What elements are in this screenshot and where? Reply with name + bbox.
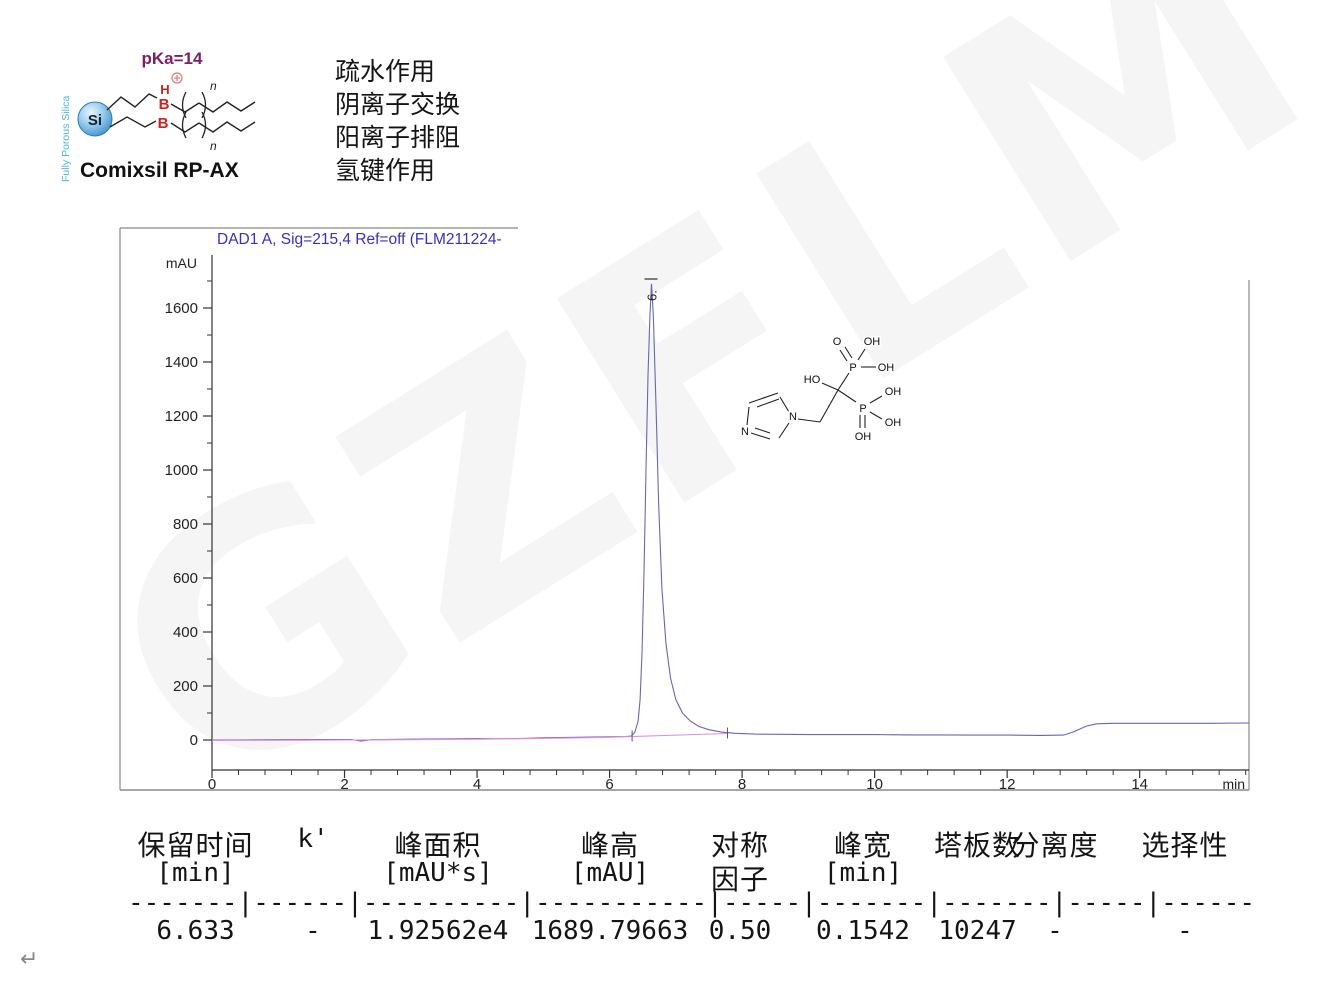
x-tick-label: 2 — [340, 776, 348, 793]
atom-HO: HO — [804, 374, 821, 386]
col-resolution: 分离度 — [1011, 830, 1099, 861]
unit-factor: 因子 — [710, 864, 769, 895]
y-tick-label: 600 — [173, 570, 198, 587]
unit-min: [min] — [156, 858, 235, 888]
atom-OH-top: OH — [864, 336, 881, 348]
col-symmetry: 对称 — [710, 830, 769, 861]
value-peak-width: 0.1542 — [816, 916, 910, 946]
return-mark-icon: ↵ — [20, 946, 39, 971]
signal-trace — [211, 283, 1250, 742]
h-atom-label: H — [160, 82, 169, 97]
interaction-list: 疏水作用 阴离子交换 阳离子排阻 氢键作用 — [335, 56, 460, 188]
analyte-structure: O OH OH HO P OH P OH OH N N — [740, 335, 903, 445]
value-k-prime: - — [305, 916, 321, 946]
col-plates: 塔板数 — [933, 830, 1021, 861]
x-tick-label: 12 — [999, 776, 1016, 793]
value-plates: 10247 — [938, 916, 1017, 946]
x-axis-unit: min — [1222, 776, 1245, 792]
col-k-prime: k' — [297, 824, 329, 854]
silica-sphere-icon: Si — [77, 101, 113, 137]
molecule-bonds — [746, 346, 883, 440]
unit-mau: [mAU] — [570, 858, 650, 888]
atom-O-top: O — [833, 336, 842, 348]
plus-charge-icon — [171, 72, 183, 84]
coating-label: Fully Porous Silica — [60, 95, 72, 182]
pka-label: pKa=14 — [142, 49, 203, 68]
repeat-brackets — [181, 91, 207, 139]
peak-retention-label: 6. — [645, 290, 660, 301]
n-lower-label: n — [210, 139, 217, 153]
x-tick-label: 4 — [473, 776, 481, 793]
y-tick-label: 200 — [173, 678, 198, 695]
unit-min2: [min] — [823, 858, 903, 888]
table-separator: -------|------|----------|-----------|--… — [128, 888, 1256, 918]
n-upper-label: n — [210, 79, 217, 93]
b-upper-label: B — [159, 96, 170, 113]
col-selectivity: 选择性 — [1141, 830, 1229, 861]
value-resolution: - — [1047, 916, 1063, 946]
x-tick-label: 6 — [605, 776, 613, 793]
col-peak-width: 峰宽 — [833, 830, 892, 861]
value-peak-area: 1.92562e4 — [367, 916, 509, 946]
x-tick-label: 8 — [738, 776, 746, 793]
y-tick-label: 400 — [173, 624, 198, 641]
alkyl-chains — [106, 93, 256, 133]
col-retention-time: 保留时间 — [137, 830, 254, 861]
atom-P-top: P — [849, 362, 856, 374]
chart-title: DAD1 A, Sig=215,4 Ref=off (FLM211224- — [217, 231, 502, 248]
y-tick-label: 0 — [190, 732, 198, 749]
atom-OH-lower-right: OH — [885, 417, 902, 429]
y-axis-unit: mAU — [166, 255, 197, 271]
y-tick-label: 1000 — [165, 462, 198, 479]
integration-baseline — [211, 732, 728, 741]
col-peak-height: 峰高 — [580, 830, 639, 861]
y-tick-label: 1400 — [165, 354, 198, 371]
x-tick-label: 0 — [208, 776, 216, 793]
y-tick-label: 800 — [173, 516, 198, 533]
atom-P-bottom: P — [859, 403, 866, 415]
interaction-item: 疏水作用 — [335, 58, 436, 86]
atom-N-ring: N — [789, 411, 797, 423]
value-symmetry: 0.50 — [708, 916, 772, 946]
y-tick-label: 1200 — [165, 408, 198, 425]
atom-N-ring2: N — [741, 426, 749, 438]
value-retention-time: 6.633 — [156, 916, 235, 946]
unit-mau-s: [mAU*s] — [383, 858, 493, 888]
atom-OH-right: OH — [878, 362, 895, 374]
atom-OH-upper-right: OH — [885, 386, 902, 398]
x-tick-label: 10 — [866, 776, 883, 793]
col-peak-area: 峰面积 — [394, 830, 482, 861]
si-label: Si — [88, 112, 102, 129]
interaction-item: 阴离子交换 — [335, 91, 461, 119]
value-selectivity: - — [1177, 916, 1193, 946]
interaction-item: 阳离子排阻 — [335, 124, 461, 152]
column-name: Comixsil RP-AX — [80, 159, 239, 182]
x-tick-label: 14 — [1131, 776, 1148, 793]
interaction-item: 氢键作用 — [335, 157, 436, 185]
b-lower-label: B — [158, 115, 169, 132]
y-tick-label: 1600 — [165, 300, 198, 317]
atom-O-bottom: OH — [855, 431, 872, 443]
stationary-phase-structure: pKa=14 Si Fully Porous Silica — [60, 49, 256, 182]
chromatogram-chart: DAD1 A, Sig=215,4 Ref=off (FLM211224-020… — [119, 227, 1250, 793]
value-peak-height: 1689.79663 — [531, 916, 689, 946]
